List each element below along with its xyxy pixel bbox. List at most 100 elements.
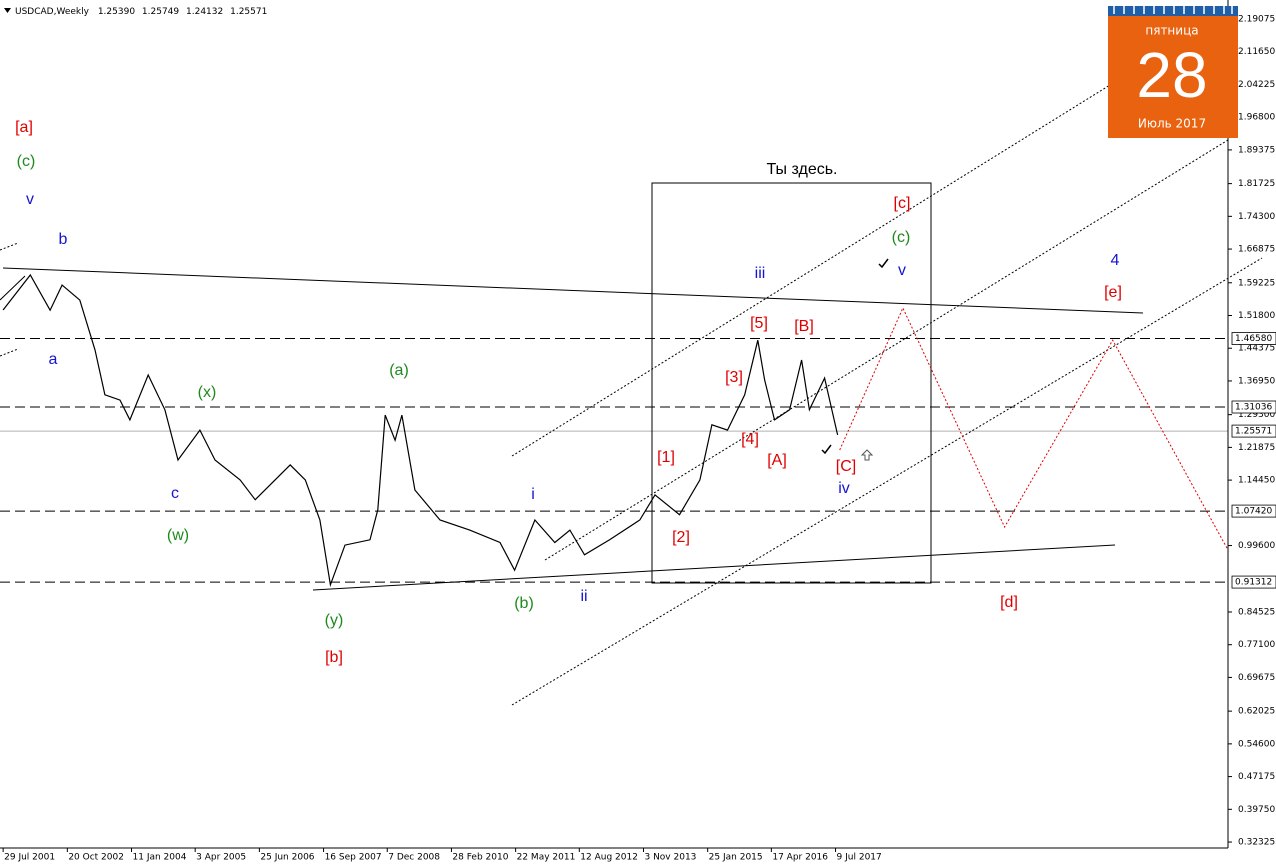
wave-label: (y): [325, 612, 344, 629]
trend-line: [312, 544, 1116, 591]
wave-label: v: [898, 262, 906, 279]
x-tick-label: 20 Oct 2002: [68, 853, 124, 863]
header: USDCAD,Weekly 1.25390 1.25749 1.24132 1.…: [15, 7, 267, 17]
arrow-icon: [860, 449, 874, 461]
level-label: 1.31036: [1235, 403, 1272, 413]
wave-label: [e]: [1104, 284, 1122, 301]
y-tick-label: 2.11650: [1238, 47, 1275, 57]
wave-label: [B]: [794, 318, 814, 335]
level-label-box: [1231, 332, 1276, 345]
wave-label: (c): [17, 153, 36, 170]
level-label-box: [1231, 400, 1276, 414]
y-tick-label: 1.51800: [1238, 311, 1275, 321]
level-label: 0.91312: [1235, 578, 1272, 588]
y-tick-label: 1.74300: [1238, 212, 1275, 222]
level-label: 1.25571: [1235, 427, 1272, 437]
y-tick-label: 2.19075: [1238, 15, 1275, 25]
level-label: 1.46580: [1235, 334, 1272, 344]
y-tick-label: 1.59225: [1238, 278, 1275, 288]
y-tick-label: 1.29300: [1238, 410, 1275, 420]
y-tick-label: 0.62025: [1238, 707, 1275, 717]
y-tick-label: 1.81725: [1238, 179, 1275, 189]
price-line: [2, 273, 839, 588]
x-tick-label: 3 Nov 2013: [644, 853, 696, 863]
wave-label: (b): [514, 595, 534, 612]
y-tick-label: 0.39750: [1238, 805, 1275, 815]
wave-label: c: [171, 485, 179, 502]
drawings: [0, 84, 1263, 706]
check-icon: [878, 258, 889, 269]
wave-label: [c]: [894, 195, 911, 212]
y-tick-label: 0.77100: [1238, 640, 1275, 650]
wave-label: (c): [892, 229, 911, 246]
y-tick-label: 1.36950: [1238, 376, 1275, 386]
level-labels: 1.46580 1.31036 1.25571 1.07420 0.91312: [1231, 332, 1276, 589]
trend-line: [2, 267, 1144, 314]
level-label-box: [1231, 504, 1276, 518]
x-tick-label: 12 Aug 2012: [580, 853, 638, 863]
y-tick-label: 0.84525: [1238, 607, 1275, 617]
wave-label: [1]: [657, 449, 675, 466]
check-icon: [821, 444, 832, 455]
ohlc: 1.25390: [98, 7, 135, 17]
wave-label: (x): [198, 384, 217, 401]
channel-line: [0, 348, 19, 357]
focus-box: [651, 182, 932, 584]
y-tick-label: 1.44375: [1238, 344, 1275, 354]
wave-label: [d]: [1000, 594, 1018, 611]
channel-line: [544, 139, 1229, 561]
wave-label: ii: [580, 588, 587, 605]
x-tick-label: 16 Sep 2007: [325, 853, 382, 863]
ticks: 2.19075 2.11650 2.04225 1.96800 1.89375 1.817…: [2, 15, 1275, 863]
plot: [2, 273, 1229, 588]
wave-label: (w): [167, 527, 189, 544]
menu-arrow: [4, 8, 11, 13]
x-tick-label: 29 Jul 2001: [4, 853, 55, 863]
price-line: [839, 306, 1229, 551]
weekday: пятница: [1145, 24, 1198, 38]
x-tick-label: 25 Jun 2006: [260, 853, 314, 863]
wave-label: [b]: [325, 649, 343, 666]
y-tick-label: 0.47175: [1238, 772, 1275, 782]
y-tick-label: 0.69675: [1238, 673, 1275, 683]
channel-line: [0, 242, 19, 251]
wave-label: iii: [755, 265, 766, 282]
y-tick-label: 0.32325: [1238, 838, 1275, 848]
level-label-box: [1231, 575, 1276, 589]
box-caption: Ты здесь.: [766, 161, 837, 178]
channel-line: [0, 275, 26, 301]
ohlc: 1.25571: [230, 7, 267, 17]
y-tick-label: 1.66875: [1238, 245, 1275, 255]
wave-label: [a]: [15, 119, 33, 136]
rings: [1113, 4, 1233, 14]
y-tick-label: 1.21875: [1238, 443, 1275, 453]
symbol: USDCAD,Weekly: [15, 7, 90, 17]
calendar: пятница 28 Июль 2017: [1108, 4, 1238, 138]
level-label-box: [1231, 424, 1276, 438]
y-tick-label: 0.99600: [1238, 541, 1275, 551]
x-tick-label: 11 Jan 2004: [133, 853, 187, 863]
x-tick-label: 28 Feb 2010: [452, 853, 508, 863]
wave-label: a: [49, 351, 58, 368]
wave-label: 4: [1111, 252, 1120, 269]
x-tick-label: 7 Dec 2008: [388, 853, 440, 863]
wave-label: [5]: [750, 315, 768, 332]
month-year: Июль 2017: [1138, 117, 1206, 131]
y-tick-label: 1.96800: [1238, 113, 1275, 123]
wave-label: b: [59, 231, 68, 248]
x-tick-label: 17 Apr 2016: [772, 853, 828, 863]
y-tick-label: 0.54600: [1238, 739, 1275, 749]
annotations: [a] (c) v b a (x) (a) c (w) (y) [b] (b) …: [15, 119, 1122, 666]
day: 28: [1136, 39, 1207, 111]
wave-label: [A]: [767, 452, 787, 469]
wave-label: [2]: [672, 529, 690, 546]
y-tick-label: 1.14450: [1238, 476, 1275, 486]
channel-line: [511, 257, 1263, 706]
wave-label: v: [26, 191, 34, 208]
level-label: 1.07420: [1235, 507, 1272, 517]
x-tick-label: 9 Jul 2017: [837, 853, 882, 863]
wave-label: iv: [838, 480, 850, 497]
wave-label: [C]: [836, 458, 856, 475]
